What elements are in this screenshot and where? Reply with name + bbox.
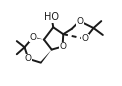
Text: O: O — [81, 34, 88, 43]
Text: HO: HO — [44, 12, 59, 22]
Polygon shape — [40, 50, 52, 63]
Text: O: O — [25, 54, 32, 63]
Text: O: O — [30, 33, 37, 42]
Text: O: O — [59, 42, 66, 51]
Text: O: O — [76, 17, 83, 26]
Polygon shape — [33, 37, 44, 40]
